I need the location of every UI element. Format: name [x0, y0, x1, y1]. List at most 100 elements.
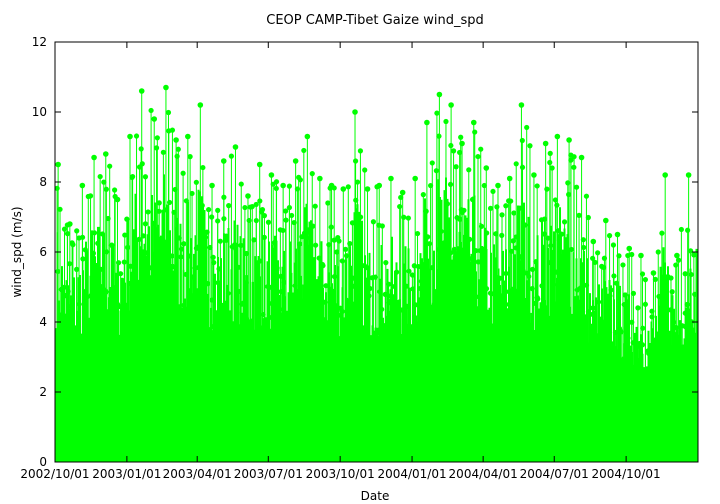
data-point	[601, 264, 607, 271]
data-point	[148, 265, 154, 271]
peak-point	[459, 140, 465, 147]
data-point	[69, 389, 75, 396]
x-axis: 2002/10/01 2003/01/01 2003/04/01 2003/07/01…	[20, 42, 661, 481]
data-point	[585, 214, 591, 221]
data-point	[387, 293, 393, 299]
data-point	[475, 259, 481, 265]
peak-point	[518, 102, 525, 108]
data-point	[383, 380, 389, 386]
data-point	[573, 184, 580, 190]
peak-point	[197, 102, 204, 108]
data-point	[534, 183, 540, 189]
data-point	[326, 242, 332, 248]
data-point	[121, 259, 127, 265]
data-point	[270, 296, 277, 302]
data-point	[169, 127, 176, 133]
data-point	[109, 303, 116, 309]
data-point	[206, 206, 212, 213]
data-point	[232, 332, 238, 339]
data-point	[132, 265, 138, 271]
data-point	[204, 229, 210, 235]
data-point	[138, 146, 144, 152]
data-point	[645, 348, 651, 354]
series-fill	[55, 174, 698, 462]
peak-point	[280, 182, 286, 189]
data-point	[682, 271, 688, 277]
data-point	[565, 331, 571, 337]
peak-point	[495, 182, 501, 189]
peak-point	[506, 175, 513, 182]
peak-point	[340, 186, 347, 192]
data-point	[558, 231, 565, 237]
data-point	[153, 145, 160, 151]
data-point	[549, 344, 556, 350]
data-point	[478, 146, 484, 152]
data-point	[150, 220, 157, 226]
data-point	[635, 382, 642, 388]
data-point	[156, 200, 162, 206]
data-point	[657, 293, 664, 300]
data-point	[69, 240, 75, 246]
data-point	[605, 307, 611, 313]
data-point	[352, 158, 359, 164]
data-point	[94, 284, 100, 290]
data-point	[645, 391, 652, 397]
data-point	[447, 181, 454, 188]
data-point	[433, 168, 439, 174]
data-point	[377, 289, 383, 295]
data-point	[98, 408, 104, 415]
peak-point	[352, 109, 358, 115]
peak-point	[531, 172, 537, 178]
data-point	[391, 283, 398, 290]
data-point	[88, 292, 94, 298]
data-point	[490, 188, 496, 195]
data-point	[253, 217, 259, 224]
data-point	[673, 324, 679, 331]
data-point	[423, 208, 429, 214]
data-point	[90, 250, 96, 256]
data-point	[99, 231, 106, 237]
data-point	[118, 271, 124, 277]
data-point	[115, 260, 122, 266]
x-tick-label: 2003/10/01	[306, 467, 375, 481]
x-tick-label: 2002/10/01	[20, 467, 89, 481]
data-point	[133, 306, 139, 312]
peak-point	[245, 193, 251, 199]
data-point	[475, 153, 481, 160]
data-point	[527, 143, 533, 149]
data-point	[354, 179, 361, 185]
peak-point	[399, 189, 406, 196]
data-point	[685, 308, 691, 314]
data-point	[688, 271, 694, 278]
data-point	[513, 245, 519, 251]
data-point	[320, 263, 326, 269]
data-point	[325, 330, 331, 336]
peak-point	[554, 133, 561, 140]
data-point	[238, 242, 244, 248]
data-point	[445, 354, 451, 360]
data-point	[612, 329, 619, 336]
x-tick-label: 2004/01/01	[377, 467, 446, 481]
data-point	[669, 289, 675, 295]
data-point	[242, 204, 248, 211]
data-point	[394, 301, 401, 307]
data-point	[322, 299, 328, 305]
data-point	[129, 174, 135, 180]
data-point	[411, 392, 418, 398]
data-point	[278, 289, 284, 295]
data-point	[289, 342, 295, 348]
data-point	[459, 268, 466, 274]
data-point	[590, 255, 596, 261]
data-point	[181, 241, 187, 247]
data-point	[74, 228, 80, 234]
data-point	[286, 183, 293, 189]
data-point	[112, 187, 118, 193]
data-point	[659, 230, 665, 236]
peak-point	[662, 172, 668, 178]
data-point	[95, 240, 101, 246]
data-point	[385, 281, 392, 287]
data-point	[325, 200, 331, 206]
data-point	[503, 301, 509, 308]
data-point	[487, 205, 494, 211]
data-point	[678, 226, 684, 233]
